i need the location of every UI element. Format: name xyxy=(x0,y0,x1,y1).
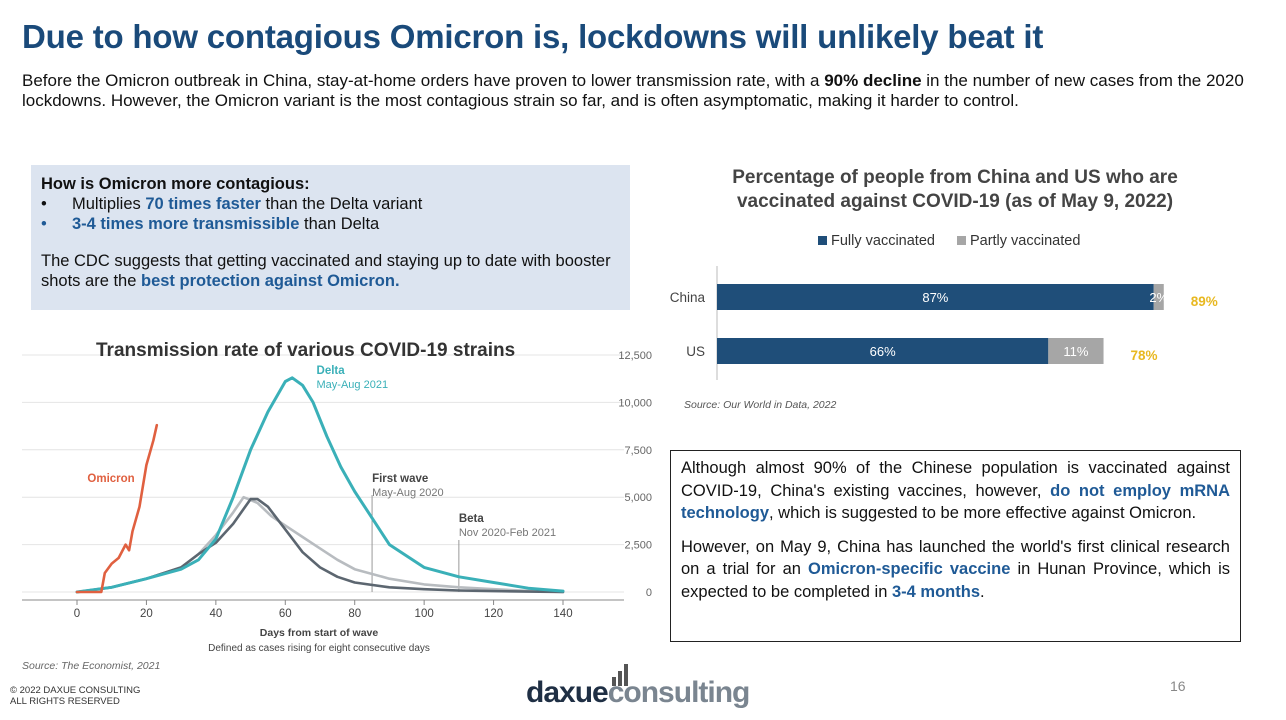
series-label: Beta xyxy=(459,513,485,525)
bar-value-label: 11% xyxy=(1063,344,1088,359)
cdc-text: The CDC suggests that getting vaccinated… xyxy=(41,252,611,290)
bar-value-label: 2% xyxy=(1149,290,1168,305)
daxue-logo: daxueconsulting xyxy=(526,662,766,714)
bullet-item: • 3-4 times more transmissible than Delt… xyxy=(41,214,620,234)
bullet-marker: • xyxy=(41,195,47,213)
bullet-text: 3-4 times more transmissible than Delta xyxy=(72,214,379,234)
vaccine-paragraph-2: However, on May 9, China has launched th… xyxy=(681,536,1230,604)
legend-swatch-fully xyxy=(818,236,827,245)
series-line-delta xyxy=(75,376,565,594)
bullet-text: Multiplies 70 times faster than the Delt… xyxy=(72,194,422,214)
x-tick-label: 120 xyxy=(484,608,503,620)
copyright-line-1: © 2022 DAXUE CONSULTING xyxy=(10,685,141,696)
series-note: May-Aug 2020 xyxy=(372,487,444,499)
intro-text-2: in the number of new cases from the 2020… xyxy=(22,71,1244,110)
logo-wordmark: daxueconsulting xyxy=(526,676,751,710)
x-axis-label: Days from start of wave xyxy=(260,627,379,639)
vax-p2-post: . xyxy=(980,582,985,601)
cdc-highlight: best protection against Omicron. xyxy=(140,272,400,290)
vax-p2-highlight-1: Omicron-specific vaccine xyxy=(808,560,1011,578)
logo-word-daxue: daxue xyxy=(526,676,609,709)
total-label: 78% xyxy=(1131,348,1158,363)
y-tick-label: 7,500 xyxy=(624,445,652,457)
series-label: First wave xyxy=(372,473,428,485)
legend-swatch-partly xyxy=(956,236,966,245)
contagious-info-box: How is Omicron more contagious: • Multip… xyxy=(31,165,630,310)
y-tick-label: 0 xyxy=(646,587,652,599)
x-tick-label: 0 xyxy=(74,608,80,620)
bar-value-label: 87% xyxy=(922,290,948,305)
legend-item-partly: Partly vaccinated xyxy=(956,233,1081,249)
vax-p2-pre: However, on May 9, China has launched th… xyxy=(681,537,1230,579)
bar-partly-vaccinated xyxy=(1153,284,1164,310)
x-tick-label: 140 xyxy=(553,608,572,620)
x-tick-label: 100 xyxy=(415,608,434,620)
vaccination-legend: Fully vaccinated Partly vaccinated xyxy=(818,233,1080,249)
vax-p2-highlight-2: 3-4 months xyxy=(891,582,980,601)
vax-p1-post: , which is suggested to be more effectiv… xyxy=(769,504,1197,522)
page-number: 16 xyxy=(1170,678,1186,694)
vaccine-info-box: Although almost 90% of the Chinese popul… xyxy=(670,450,1241,642)
series-note: May-Aug 2021 xyxy=(317,379,389,391)
transmission-chart: 0 2,500 5,000 7,500 10,000 12,500 0 20 40 60 80 100… xyxy=(22,350,652,654)
bar-fully-vaccinated xyxy=(717,338,1049,364)
legend-label-partly: Partly vaccinated xyxy=(969,233,1081,249)
transmission-chart-source: Source: The Economist, 2021 xyxy=(22,660,161,672)
legend-label-fully: Fully vaccinated xyxy=(831,233,935,249)
category-label: US xyxy=(686,344,705,359)
intro-bold: 90% decline xyxy=(824,71,922,90)
category-label: China xyxy=(670,290,706,305)
series-label: Delta xyxy=(317,365,346,377)
series-label: Omicron xyxy=(87,473,134,485)
y-tick-label: 10,000 xyxy=(618,397,652,409)
bar-value-label: 66% xyxy=(870,344,896,359)
series-line-first-wave xyxy=(75,497,565,594)
bar-fully-vaccinated xyxy=(717,284,1154,310)
x-axis-note: Defined as cases rising for eight consec… xyxy=(208,643,430,654)
bullet-post: than the Delta variant xyxy=(260,195,423,213)
copyright: © 2022 DAXUE CONSULTING ALL RIGHTS RESER… xyxy=(10,685,140,707)
logo-word-consulting: consulting xyxy=(607,676,751,709)
contagious-heading: How is Omicron more contagious: xyxy=(41,175,310,193)
x-tick-label: 60 xyxy=(279,608,292,620)
y-tick-label: 12,500 xyxy=(618,350,652,362)
vaccination-chart-source: Source: Our World in Data, 2022 xyxy=(684,399,837,411)
x-tick-label: 80 xyxy=(348,608,361,620)
vax-p1-highlight: do not employ mRNA technology xyxy=(681,481,1230,523)
intro-text-1: Before the Omicron outbreak in China, st… xyxy=(22,71,825,90)
vaccination-chart-title: Percentage of people from China and US w… xyxy=(732,167,1178,212)
cdc-recommendation: The CDC suggests that getting vaccinated… xyxy=(41,251,620,291)
page-title: Due to how contagious Omicron is, lockdo… xyxy=(22,18,1044,55)
series-line-omicron xyxy=(75,423,159,594)
bullet-pre: Multiplies xyxy=(72,195,146,213)
intro-paragraph: Before the Omicron outbreak in China, st… xyxy=(22,71,1272,111)
series-note: Nov 2020-Feb 2021 xyxy=(459,527,556,539)
y-tick-label: 2,500 xyxy=(624,540,652,552)
vaccine-paragraph-1: Although almost 90% of the Chinese popul… xyxy=(681,457,1230,525)
bullet-post: than Delta xyxy=(299,215,380,233)
total-label: 89% xyxy=(1191,294,1218,309)
transmission-chart-title: Transmission rate of various COVID-19 st… xyxy=(96,340,516,361)
x-tick-label: 40 xyxy=(209,608,222,620)
bullet-item: • Multiplies 70 times faster than the De… xyxy=(41,194,620,214)
bullet-highlight: 3-4 times more transmissible xyxy=(72,215,300,233)
copyright-line-2: ALL RIGHTS RESERVED xyxy=(10,696,120,707)
bullet-highlight: 70 times faster xyxy=(145,195,261,213)
vaccination-chart: China 87% 2% 89% US 66% 11% 78% xyxy=(670,266,1218,380)
vax-p2-mid: in Hunan Province, which is expected to … xyxy=(681,560,1230,601)
legend-item-fully: Fully vaccinated xyxy=(818,233,935,249)
bullet-marker: • xyxy=(41,215,47,233)
vax-p1-pre: Although almost 90% of the Chinese popul… xyxy=(681,459,1230,500)
bar-partly-vaccinated xyxy=(1048,338,1104,364)
x-tick-label: 20 xyxy=(140,608,153,620)
y-tick-label: 5,000 xyxy=(624,492,652,504)
